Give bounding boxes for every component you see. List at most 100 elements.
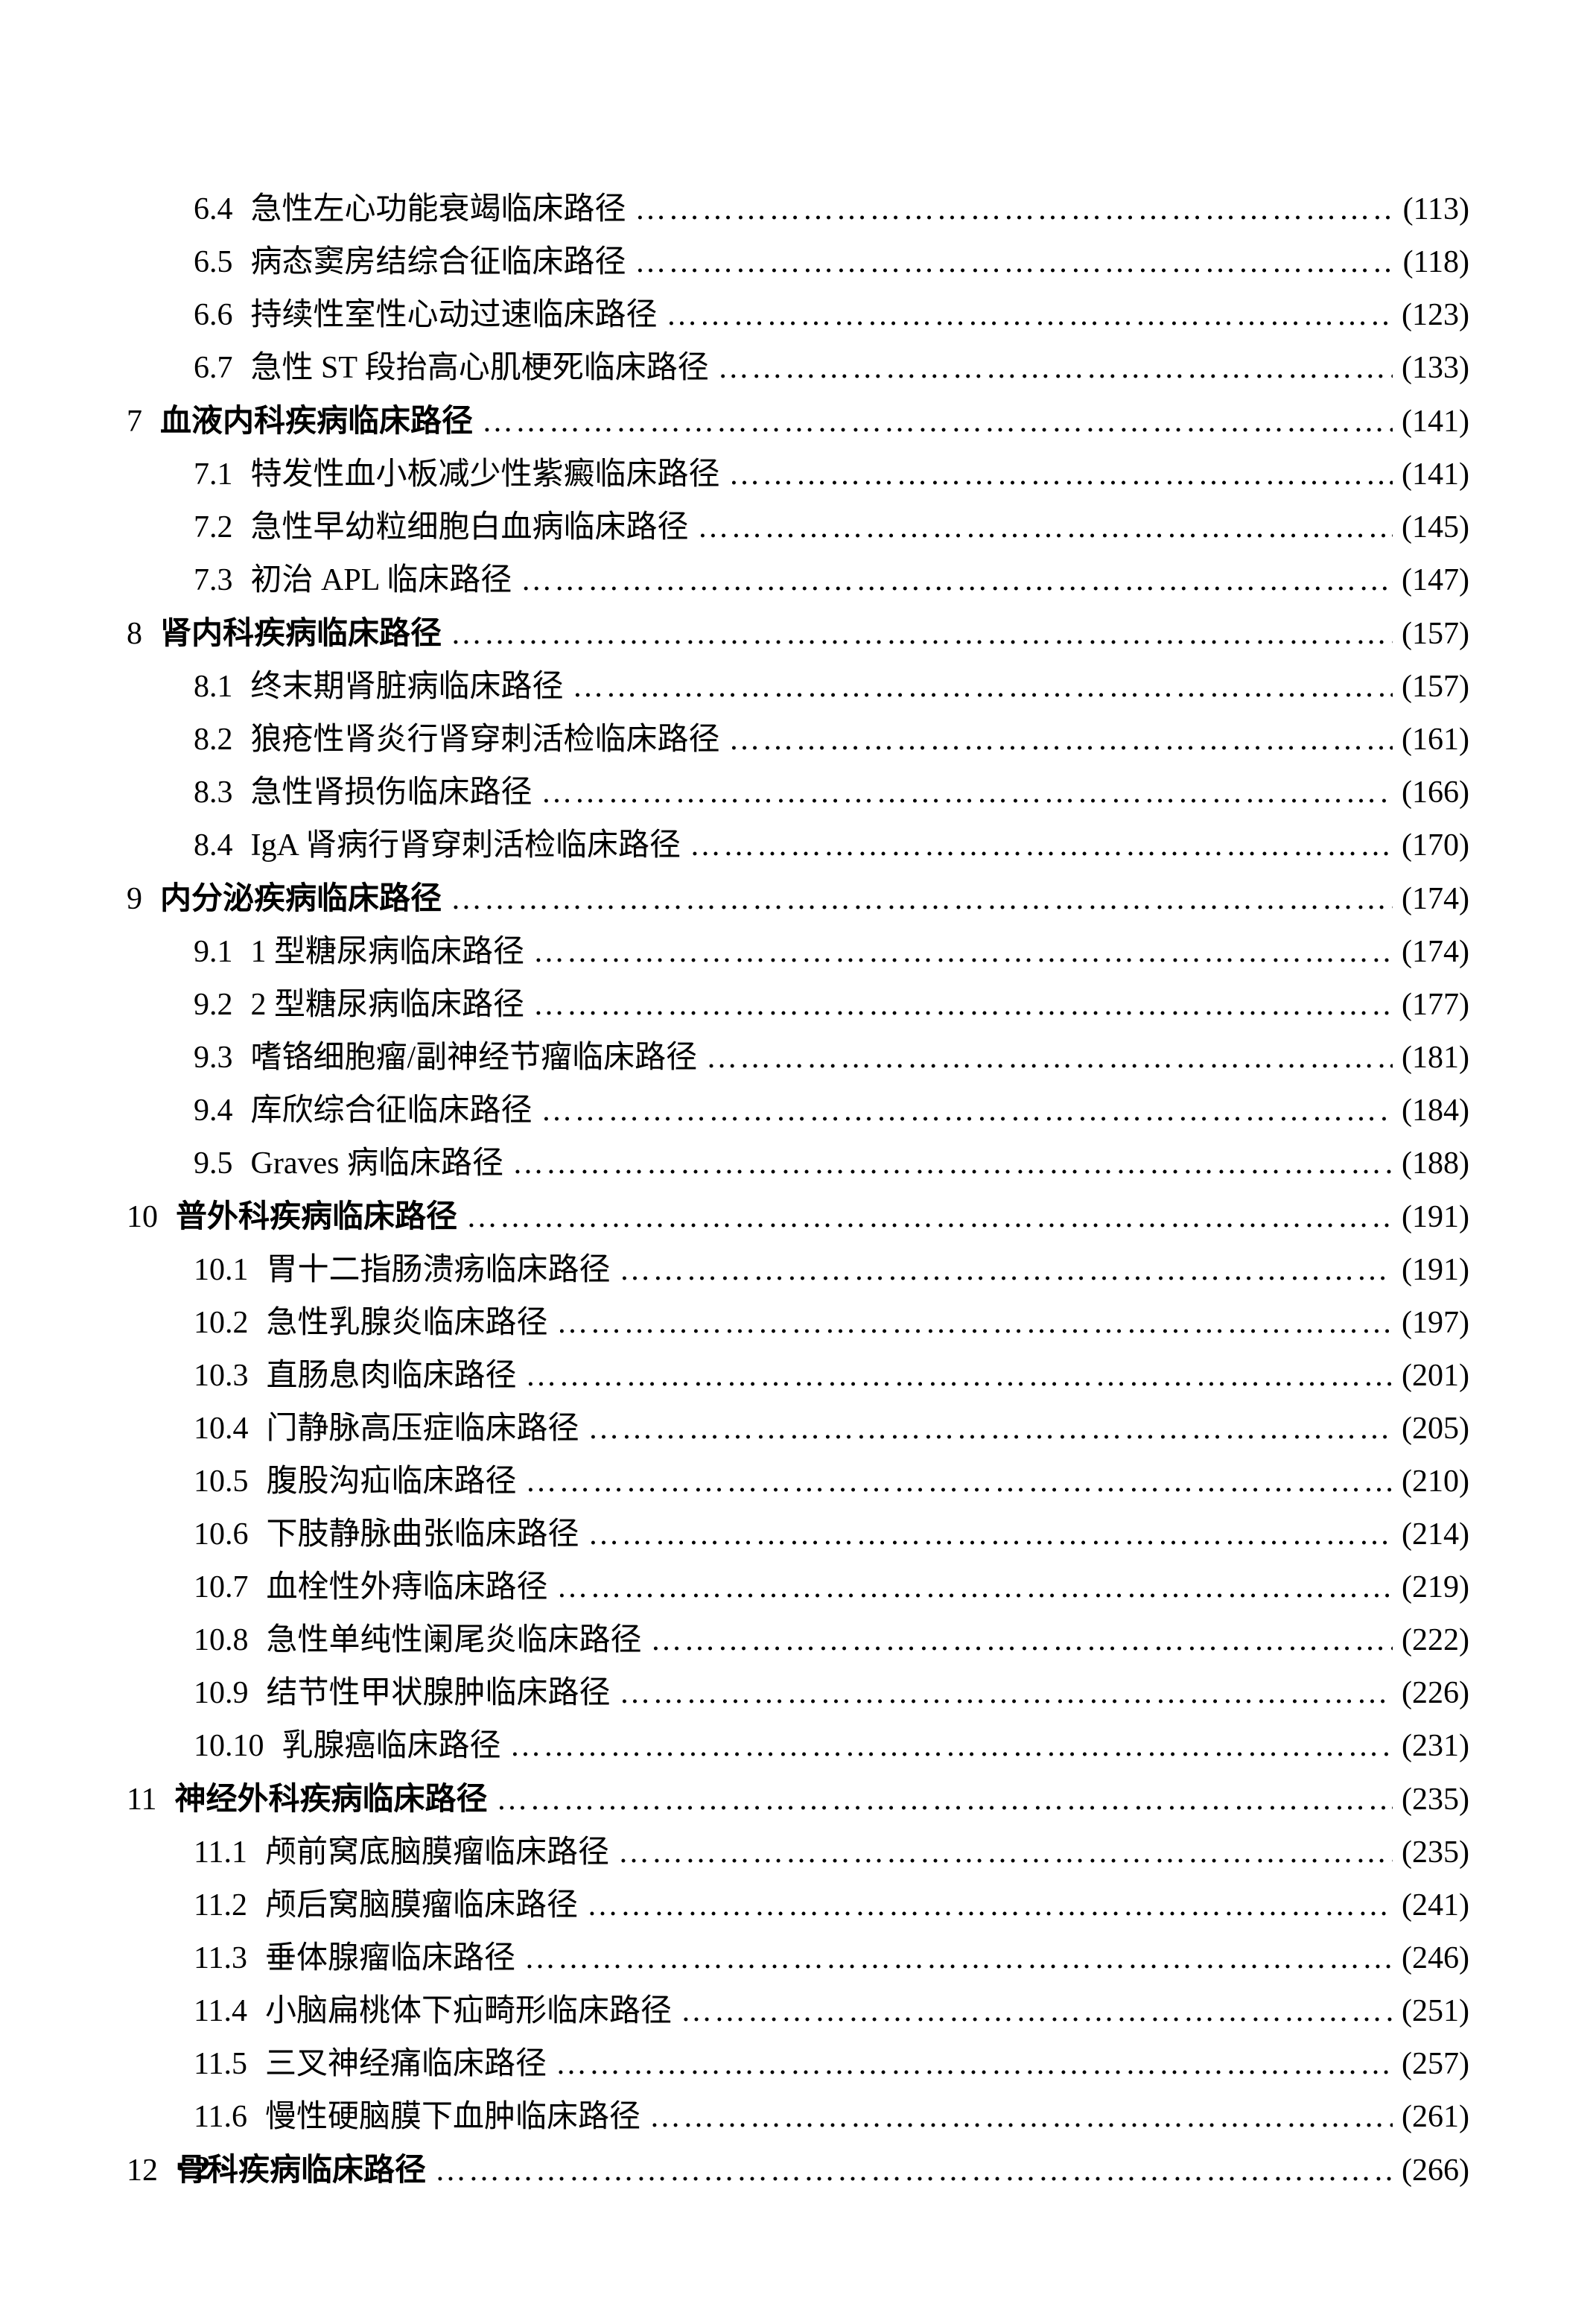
toc-entry-page: (188) bbox=[1402, 1148, 1469, 1179]
toc-entry-page: (251) bbox=[1402, 1995, 1469, 2027]
toc-entry-leader-dots: …………………………………………………………………………………………………………… bbox=[681, 1995, 1393, 2027]
toc-entry-page: (123) bbox=[1402, 299, 1469, 331]
toc-entry-page: (246) bbox=[1402, 1943, 1469, 1974]
toc-entry-number: 10.3 bbox=[194, 1360, 249, 1391]
toc-entry-leader-dots: …………………………………………………………………………………………………………… bbox=[510, 1730, 1393, 1762]
toc-entry: 6.5病态窦房结综合征临床路径…………………………………………………………………… bbox=[127, 247, 1469, 278]
toc-entry-leader-dots: …………………………………………………………………………………………………………… bbox=[482, 406, 1393, 437]
toc-entry-title: 下肢静脉曲张临床路径 bbox=[267, 1519, 579, 1550]
toc-entry-leader-dots: …………………………………………………………………………………………………………… bbox=[512, 1148, 1393, 1179]
toc-entry-leader-dots: …………………………………………………………………………………………………………… bbox=[541, 1095, 1393, 1126]
toc-entry-page: (181) bbox=[1402, 1042, 1469, 1073]
toc-entry: 7.2急性早幼粒细胞白血病临床路径……………………………………………………………… bbox=[127, 512, 1469, 543]
toc-entry-leader-dots: …………………………………………………………………………………………………………… bbox=[667, 299, 1393, 331]
toc-entry-page: (177) bbox=[1402, 989, 1469, 1020]
toc-entry-title: 急性单纯性阑尾炎临床路径 bbox=[267, 1625, 642, 1656]
toc-entry-number: 8.3 bbox=[194, 777, 233, 808]
toc-entry-page: (235) bbox=[1402, 1784, 1469, 1815]
toc-entry-number: 9 bbox=[127, 883, 142, 915]
toc-entry-number: 10.7 bbox=[194, 1572, 249, 1603]
toc-entry-page: (222) bbox=[1402, 1625, 1469, 1656]
toc-entry-number: 9.1 bbox=[194, 936, 233, 968]
toc-entry: 6.6持续性室性心动过速临床路径………………………………………………………………… bbox=[127, 299, 1469, 331]
toc-entry: 11神经外科疾病临床路径…………………………………………………………………………… bbox=[127, 1783, 1469, 1815]
toc-entry-page: (166) bbox=[1402, 777, 1469, 808]
toc-entry-title: 库欣综合征临床路径 bbox=[251, 1095, 532, 1126]
toc-entry: 9.3嗜铬细胞瘤/副神经节瘤临床路径…………………………………………………………… bbox=[127, 1042, 1469, 1073]
toc-entry-leader-dots: …………………………………………………………………………………………………………… bbox=[690, 830, 1393, 861]
toc-entry-title: 结节性甲状腺肿临床路径 bbox=[267, 1677, 611, 1709]
toc-entry: 9.5 Graves 病临床路径 …………………………………………………………………… bbox=[127, 1148, 1469, 1179]
toc-entry: 9.4 库欣综合征临床路径 …………………………………………………………………………… bbox=[127, 1095, 1469, 1126]
toc-entry-number: 10.10 bbox=[194, 1730, 264, 1762]
toc-entry-leader-dots: …………………………………………………………………………………………………………… bbox=[451, 883, 1393, 915]
toc-entry-title: 病态窦房结综合征临床路径 bbox=[251, 247, 626, 278]
toc-entry-page: (141) bbox=[1402, 406, 1469, 437]
toc-entry-page: (191) bbox=[1402, 1254, 1469, 1286]
toc-entry-leader-dots: …………………………………………………………………………………………………………… bbox=[588, 1519, 1393, 1550]
toc-entry-number: 11 bbox=[127, 1784, 156, 1815]
toc-entry-number: 10.1 bbox=[194, 1254, 249, 1286]
toc-entry-leader-dots: …………………………………………………………………………………………………………… bbox=[718, 352, 1393, 384]
toc-entry-page: (241) bbox=[1402, 1890, 1469, 1921]
toc-entry: 10.9结节性甲状腺肿临床路径…………………………………………………………………… bbox=[127, 1677, 1469, 1709]
toc-entry-number: 10.4 bbox=[194, 1413, 249, 1444]
toc-entry-page: (184) bbox=[1402, 1095, 1469, 1126]
toc-entry-title: Graves 病临床路径 bbox=[251, 1148, 503, 1179]
toc-entry-leader-dots: …………………………………………………………………………………………………………… bbox=[526, 1466, 1393, 1497]
toc-entry-number: 8 bbox=[127, 618, 142, 650]
toc-entry: 10普外科疾病临床路径……………………………………………………………………………… bbox=[127, 1201, 1469, 1233]
toc-entry: 10.5腹股沟疝临床路径…………………………………………………………………………… bbox=[127, 1466, 1469, 1497]
toc-entry-title: 乳腺癌临床路径 bbox=[282, 1730, 501, 1762]
toc-entry: 9.2 2 型糖尿病临床路径 ………………………………………………………………………… bbox=[127, 989, 1469, 1020]
toc-entry-title: 特发性血小板减少性紫癜临床路径 bbox=[251, 459, 720, 490]
toc-entry: 8.4IgA 肾病行肾穿刺活检临床路径………………………………………………………… bbox=[127, 830, 1469, 861]
toc-entry-number: 10.5 bbox=[194, 1466, 249, 1497]
toc-entry-number: 11.6 bbox=[194, 2101, 247, 2133]
toc-entry: 11.3垂体腺瘤临床路径…………………………………………………………………………… bbox=[127, 1943, 1469, 1974]
toc-entry-title: 慢性硬脑膜下血肿临床路径 bbox=[265, 2101, 640, 2133]
toc-entry-title: 肾内科疾病临床路径 bbox=[160, 617, 442, 649]
toc-entry-leader-dots: …………………………………………………………………………………………………………… bbox=[587, 1890, 1393, 1921]
page-number: · 2 · bbox=[175, 2149, 229, 2187]
toc-entry-title: 2 型糖尿病临床路径 bbox=[251, 989, 525, 1020]
toc-entry: 10.8急性单纯性阑尾炎临床路径………………………………………………………………… bbox=[127, 1625, 1469, 1656]
toc-entry: 10.4门静脉高压症临床路径……………………………………………………………………… bbox=[127, 1413, 1469, 1444]
toc-entry-title: 内分泌疾病临床路径 bbox=[160, 883, 442, 914]
toc-entry: 10.7血栓性外痔临床路径………………………………………………………………………… bbox=[127, 1572, 1469, 1603]
toc-entry-number: 9.4 bbox=[194, 1095, 233, 1126]
toc-entry-page: (145) bbox=[1402, 512, 1469, 543]
toc-entry-leader-dots: …………………………………………………………………………………………………………… bbox=[541, 777, 1393, 808]
toc-entry: 8.1终末期肾脏病临床路径………………………………………………………………………… bbox=[127, 671, 1469, 702]
toc-entry-number: 9.2 bbox=[194, 989, 233, 1020]
toc-entry-page: (113) bbox=[1403, 194, 1469, 225]
toc-entry-page: (261) bbox=[1402, 2101, 1469, 2133]
toc-entry-page: (191) bbox=[1402, 1201, 1469, 1233]
toc-entry-page: (157) bbox=[1402, 671, 1469, 702]
toc-entry-page: (201) bbox=[1402, 1360, 1469, 1391]
toc-entry-number: 10.8 bbox=[194, 1625, 249, 1656]
toc-entry-page: (147) bbox=[1402, 565, 1469, 596]
toc-entry-title: 急性 ST 段抬高心肌梗死临床路径 bbox=[251, 352, 709, 384]
toc-entry: 11.4小脑扁桃体下疝畸形临床路径……………………………………………………………… bbox=[127, 1995, 1469, 2027]
toc-entry-title: 初治 APL 临床路径 bbox=[251, 565, 512, 596]
toc-entry-title: 颅前窝底脑膜瘤临床路径 bbox=[265, 1837, 609, 1868]
toc-entry-leader-dots: …………………………………………………………………………………………………………… bbox=[698, 512, 1393, 543]
toc-entry: 11.2颅后窝脑膜瘤临床路径……………………………………………………………………… bbox=[127, 1890, 1469, 1921]
toc-entry-title: 嗜铬细胞瘤/副神经节瘤临床路径 bbox=[251, 1042, 698, 1073]
toc-entry-number: 7 bbox=[127, 406, 142, 437]
toc-entry-page: (205) bbox=[1402, 1413, 1469, 1444]
toc-entry: 10.10 乳腺癌临床路径 …………………………………………………………………………… bbox=[127, 1730, 1469, 1762]
toc-entry-title: 三叉神经痛临床路径 bbox=[265, 2048, 547, 2080]
toc-entry-number: 10.2 bbox=[194, 1307, 249, 1339]
toc-entry: 12骨科疾病临床路径………………………………………………………………………………… bbox=[127, 2154, 1469, 2186]
toc-entry-title: 急性左心功能衰竭临床路径 bbox=[251, 194, 626, 225]
toc-entry-leader-dots: …………………………………………………………………………………………………………… bbox=[533, 989, 1393, 1020]
toc-entry-number: 9.5 bbox=[194, 1148, 233, 1179]
toc-entry: 10.2急性乳腺炎临床路径………………………………………………………………………… bbox=[127, 1307, 1469, 1339]
toc-entry-number: 8.1 bbox=[194, 671, 233, 702]
toc-entry-number: 7.1 bbox=[194, 459, 233, 490]
toc-entry-page: (118) bbox=[1403, 247, 1469, 278]
toc-entry-number: 9.3 bbox=[194, 1042, 233, 1073]
toc-entry: 6.4急性左心功能衰竭临床路径…………………………………………………………………… bbox=[127, 194, 1469, 225]
